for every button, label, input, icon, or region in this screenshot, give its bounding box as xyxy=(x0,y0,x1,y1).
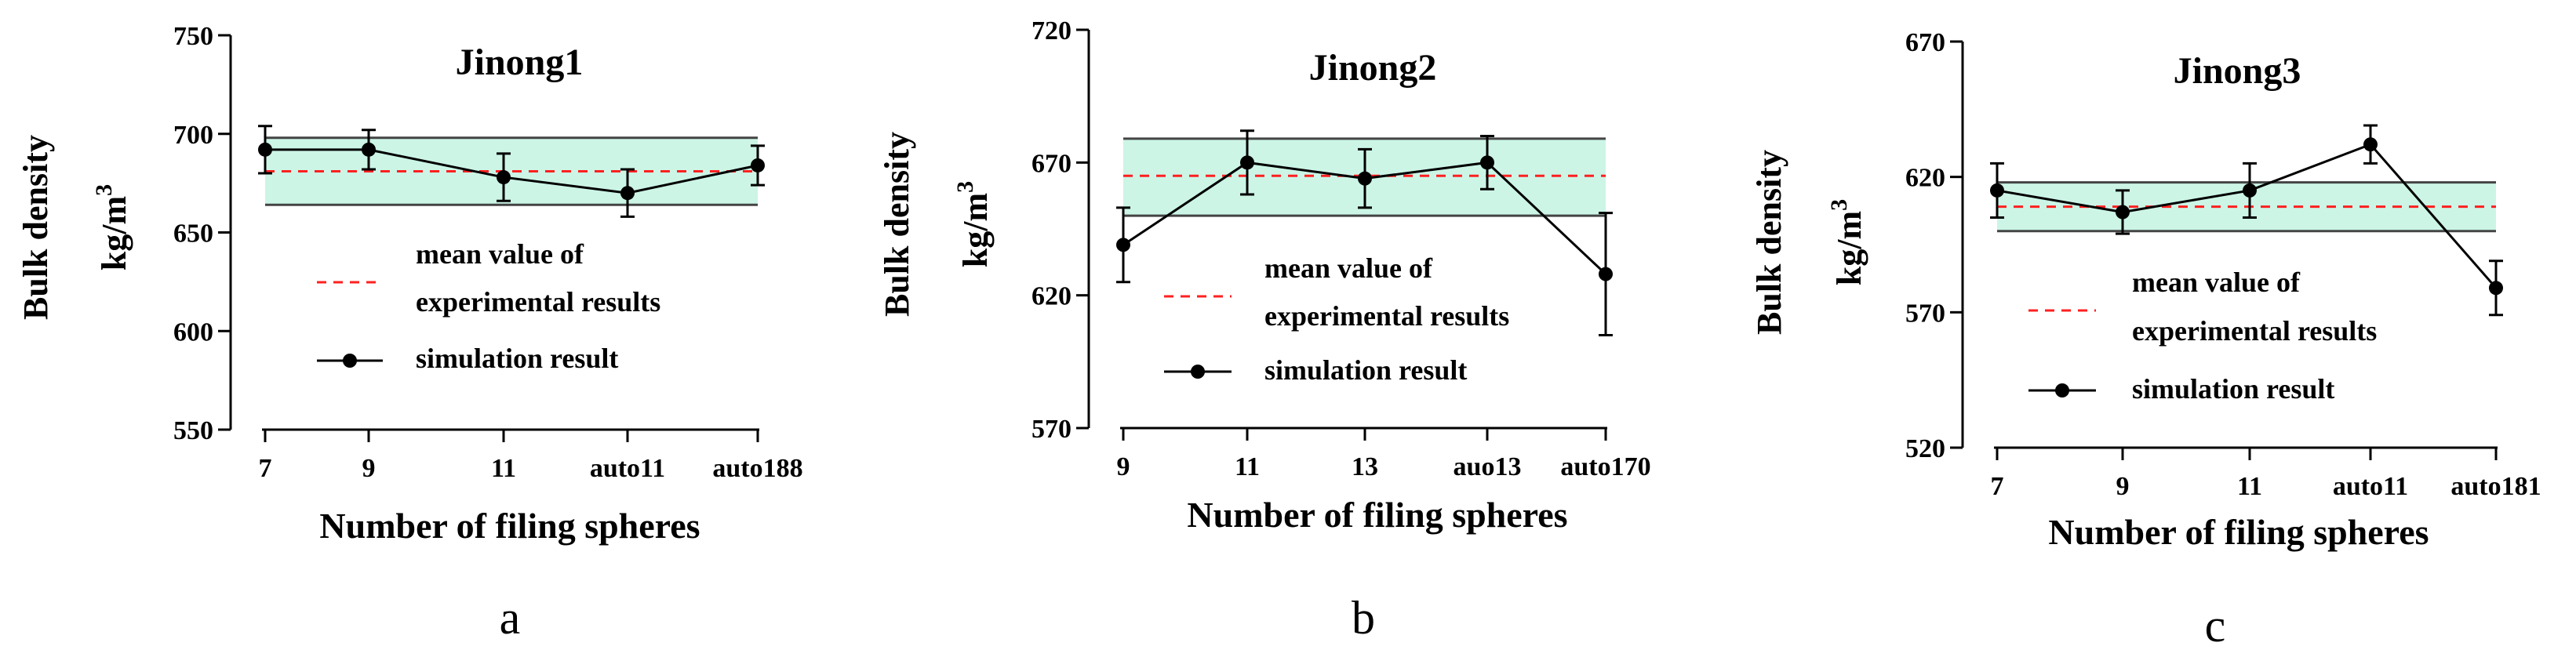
chart-panel-c: 520 570 620 670 7 9 11 auto11 auto181 Jinong3 Bulk… xyxy=(1750,28,2541,652)
legend-mean-label-line2: experimental results xyxy=(1264,300,1509,332)
x-tick-label: 13 xyxy=(1352,452,1378,481)
y-tick-label: 570 xyxy=(1905,299,1945,328)
y-unit-exponent: 3 xyxy=(952,181,978,193)
y-unit-exponent: 3 xyxy=(91,184,117,196)
y-unit-exponent: 3 xyxy=(1826,199,1852,211)
chart-title: Jinong3 xyxy=(2174,50,2301,92)
x-tick-label: 7 xyxy=(1991,472,2004,501)
x-tick-label: auto188 xyxy=(712,454,802,483)
legend-sim-swatch-point xyxy=(1191,365,1205,379)
legend-sim-swatch-point xyxy=(343,354,357,368)
data-point xyxy=(1990,183,2004,198)
data-point xyxy=(620,186,635,201)
y-tick-label: 570 xyxy=(1031,415,1072,444)
legend-mean-label-line1: mean value of xyxy=(416,238,584,270)
x-tick-label: 11 xyxy=(491,454,516,483)
y-tick-label: 670 xyxy=(1031,149,1072,178)
chart-panel-b: 570 620 670 720 9 11 13 auo13 auto170 Jinong2 Bulk… xyxy=(878,16,1651,644)
y-tick-label: 650 xyxy=(173,220,213,249)
y-axis-unit: kg/m3 xyxy=(1826,199,1868,285)
x-axis-label: Number of filing spheres xyxy=(1187,495,1567,535)
x-tick-label: 7 xyxy=(259,454,272,483)
x-axis-label: Number of filing spheres xyxy=(2048,512,2429,552)
x-tick-label: auto170 xyxy=(1560,452,1650,481)
y-tick-label: 620 xyxy=(1905,164,1945,193)
data-point xyxy=(258,142,272,157)
chart-title: Jinong1 xyxy=(456,42,584,83)
x-tick-label: auto181 xyxy=(2450,472,2541,501)
y-axis-label: Bulk density xyxy=(878,132,916,317)
data-point xyxy=(1599,267,1613,281)
y-tick-label: 720 xyxy=(1031,16,1072,45)
x-tick-label: 11 xyxy=(1235,452,1260,481)
data-point xyxy=(1358,171,1372,186)
x-tick-label: 9 xyxy=(362,454,376,483)
legend-sim-swatch-point xyxy=(2055,383,2069,397)
data-point xyxy=(2363,137,2378,152)
y-tick-label: 550 xyxy=(173,416,213,445)
data-point xyxy=(751,158,765,172)
y-unit-base: kg/m xyxy=(95,196,133,270)
x-tick-label: auto11 xyxy=(2333,472,2408,501)
y-unit-base: kg/m xyxy=(1830,211,1868,285)
data-point xyxy=(2243,183,2257,198)
y-unit-base: kg/m xyxy=(956,193,995,267)
y-tick-label: 750 xyxy=(173,22,213,51)
data-point xyxy=(2116,205,2130,220)
data-point xyxy=(1240,155,1254,170)
data-point xyxy=(497,170,511,185)
x-tick-label: auto11 xyxy=(590,454,665,483)
x-tick-label: 9 xyxy=(2116,472,2130,501)
legend-mean-label-line2: experimental results xyxy=(2132,315,2377,347)
y-tick-label: 700 xyxy=(173,121,213,150)
legend-mean-label-line1: mean value of xyxy=(1264,252,1433,284)
y-axis-label: Bulk density xyxy=(1750,150,1788,335)
x-tick-label: 9 xyxy=(1117,452,1130,481)
data-point xyxy=(362,142,376,157)
panel-letter: a xyxy=(500,592,521,644)
data-point xyxy=(2489,281,2503,296)
y-axis-label: Bulk density xyxy=(16,135,55,320)
y-axis-unit: kg/m3 xyxy=(952,181,995,267)
legend-sim-label: simulation result xyxy=(2132,373,2334,405)
y-tick-label: 670 xyxy=(1905,28,1945,57)
y-tick-label: 520 xyxy=(1905,434,1945,463)
y-tick-label: 620 xyxy=(1031,282,1072,311)
panel-letter: c xyxy=(2205,600,2226,652)
y-tick-label: 600 xyxy=(173,318,213,347)
y-axis-unit: kg/m3 xyxy=(91,184,133,270)
x-axis-label: Number of filing spheres xyxy=(319,506,700,546)
chart-title: Jinong2 xyxy=(1309,47,1437,89)
x-tick-label: auo13 xyxy=(1454,452,1522,481)
data-point xyxy=(1480,155,1494,170)
legend-sim-label: simulation result xyxy=(416,343,618,374)
legend-mean-label-line2: experimental results xyxy=(416,286,660,318)
legend-sim-label: simulation result xyxy=(1264,354,1467,386)
chart-panel-a: 550 600 650 700 750 7 9 11 auto11 auto188 Jinong1 B… xyxy=(16,22,803,644)
legend-mean-label-line1: mean value of xyxy=(2132,267,2301,298)
panel-letter: b xyxy=(1352,592,1375,644)
data-point xyxy=(1116,238,1130,252)
x-tick-label: 11 xyxy=(2237,472,2262,501)
